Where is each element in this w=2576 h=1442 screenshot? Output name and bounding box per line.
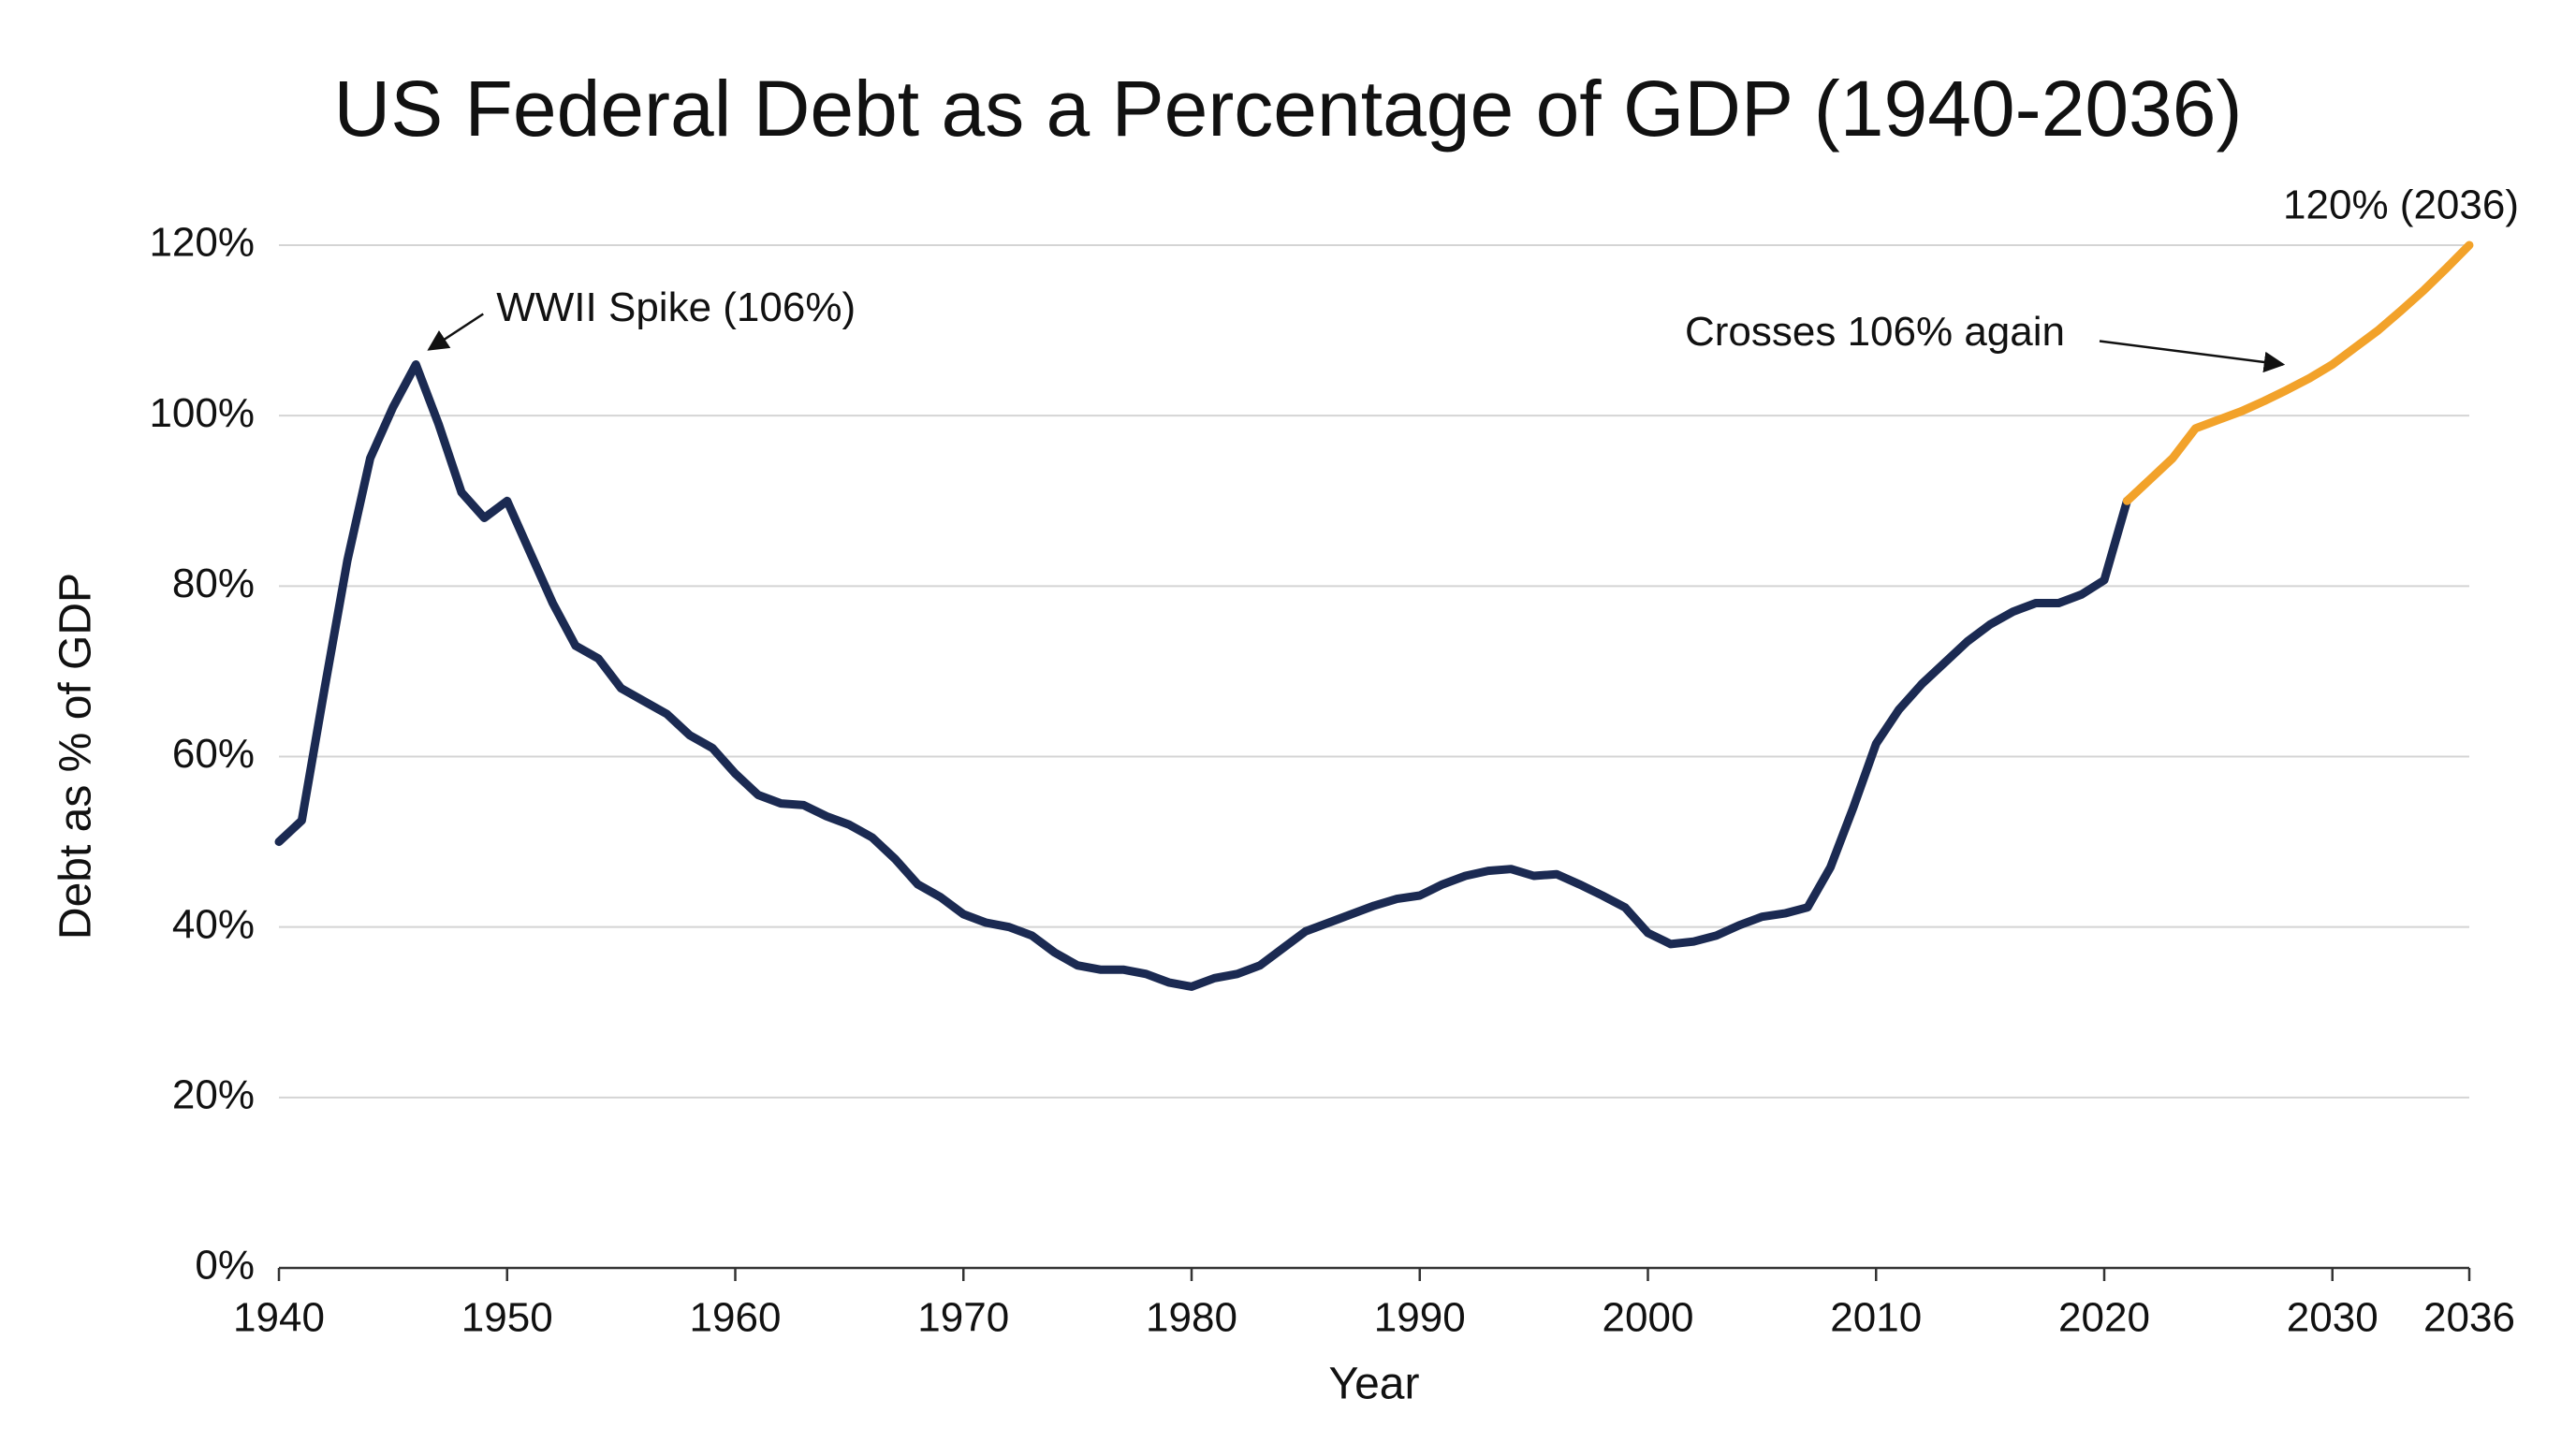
y-tick-label: 80% bbox=[172, 561, 255, 606]
chart-title: US Federal Debt as a Percentage of GDP (… bbox=[334, 65, 2243, 153]
data-line bbox=[2122, 240, 2474, 505]
x-tick-label: 1940 bbox=[233, 1295, 325, 1341]
x-tick-label: 1950 bbox=[461, 1295, 553, 1341]
x-tick-label: 1960 bbox=[690, 1295, 782, 1341]
annotation: 120% (2036) bbox=[2283, 182, 2519, 228]
y-tick-label: 100% bbox=[149, 390, 255, 436]
y-tick-label: 60% bbox=[172, 731, 255, 777]
x-tick-label: 2000 bbox=[1603, 1295, 1694, 1341]
y-axis-label: Debt as % of GDP bbox=[51, 573, 101, 939]
y-tick-label: 0% bbox=[195, 1243, 255, 1289]
y-tick-label: 20% bbox=[172, 1071, 255, 1117]
x-tick-label: 2020 bbox=[2058, 1295, 2150, 1341]
x-tick-label: 2036 bbox=[2423, 1295, 2515, 1341]
x-tick-label: 1970 bbox=[917, 1295, 1009, 1341]
annotation-arrow bbox=[2099, 340, 2286, 373]
x-tick-label: 2010 bbox=[1830, 1295, 1922, 1341]
x-tick-label: 2030 bbox=[2287, 1295, 2378, 1341]
annotation: WWII Spike (106%) bbox=[496, 284, 856, 330]
y-tick-label: 120% bbox=[149, 220, 255, 266]
annotation: Crosses 106% again bbox=[1685, 309, 2065, 355]
x-axis-label: Year bbox=[1329, 1360, 1420, 1409]
x-tick-label: 1980 bbox=[1146, 1295, 1237, 1341]
annotation-arrow bbox=[427, 313, 484, 351]
y-tick-label: 40% bbox=[172, 901, 255, 947]
x-tick-label: 1990 bbox=[1374, 1295, 1466, 1341]
data-line bbox=[274, 360, 2131, 991]
